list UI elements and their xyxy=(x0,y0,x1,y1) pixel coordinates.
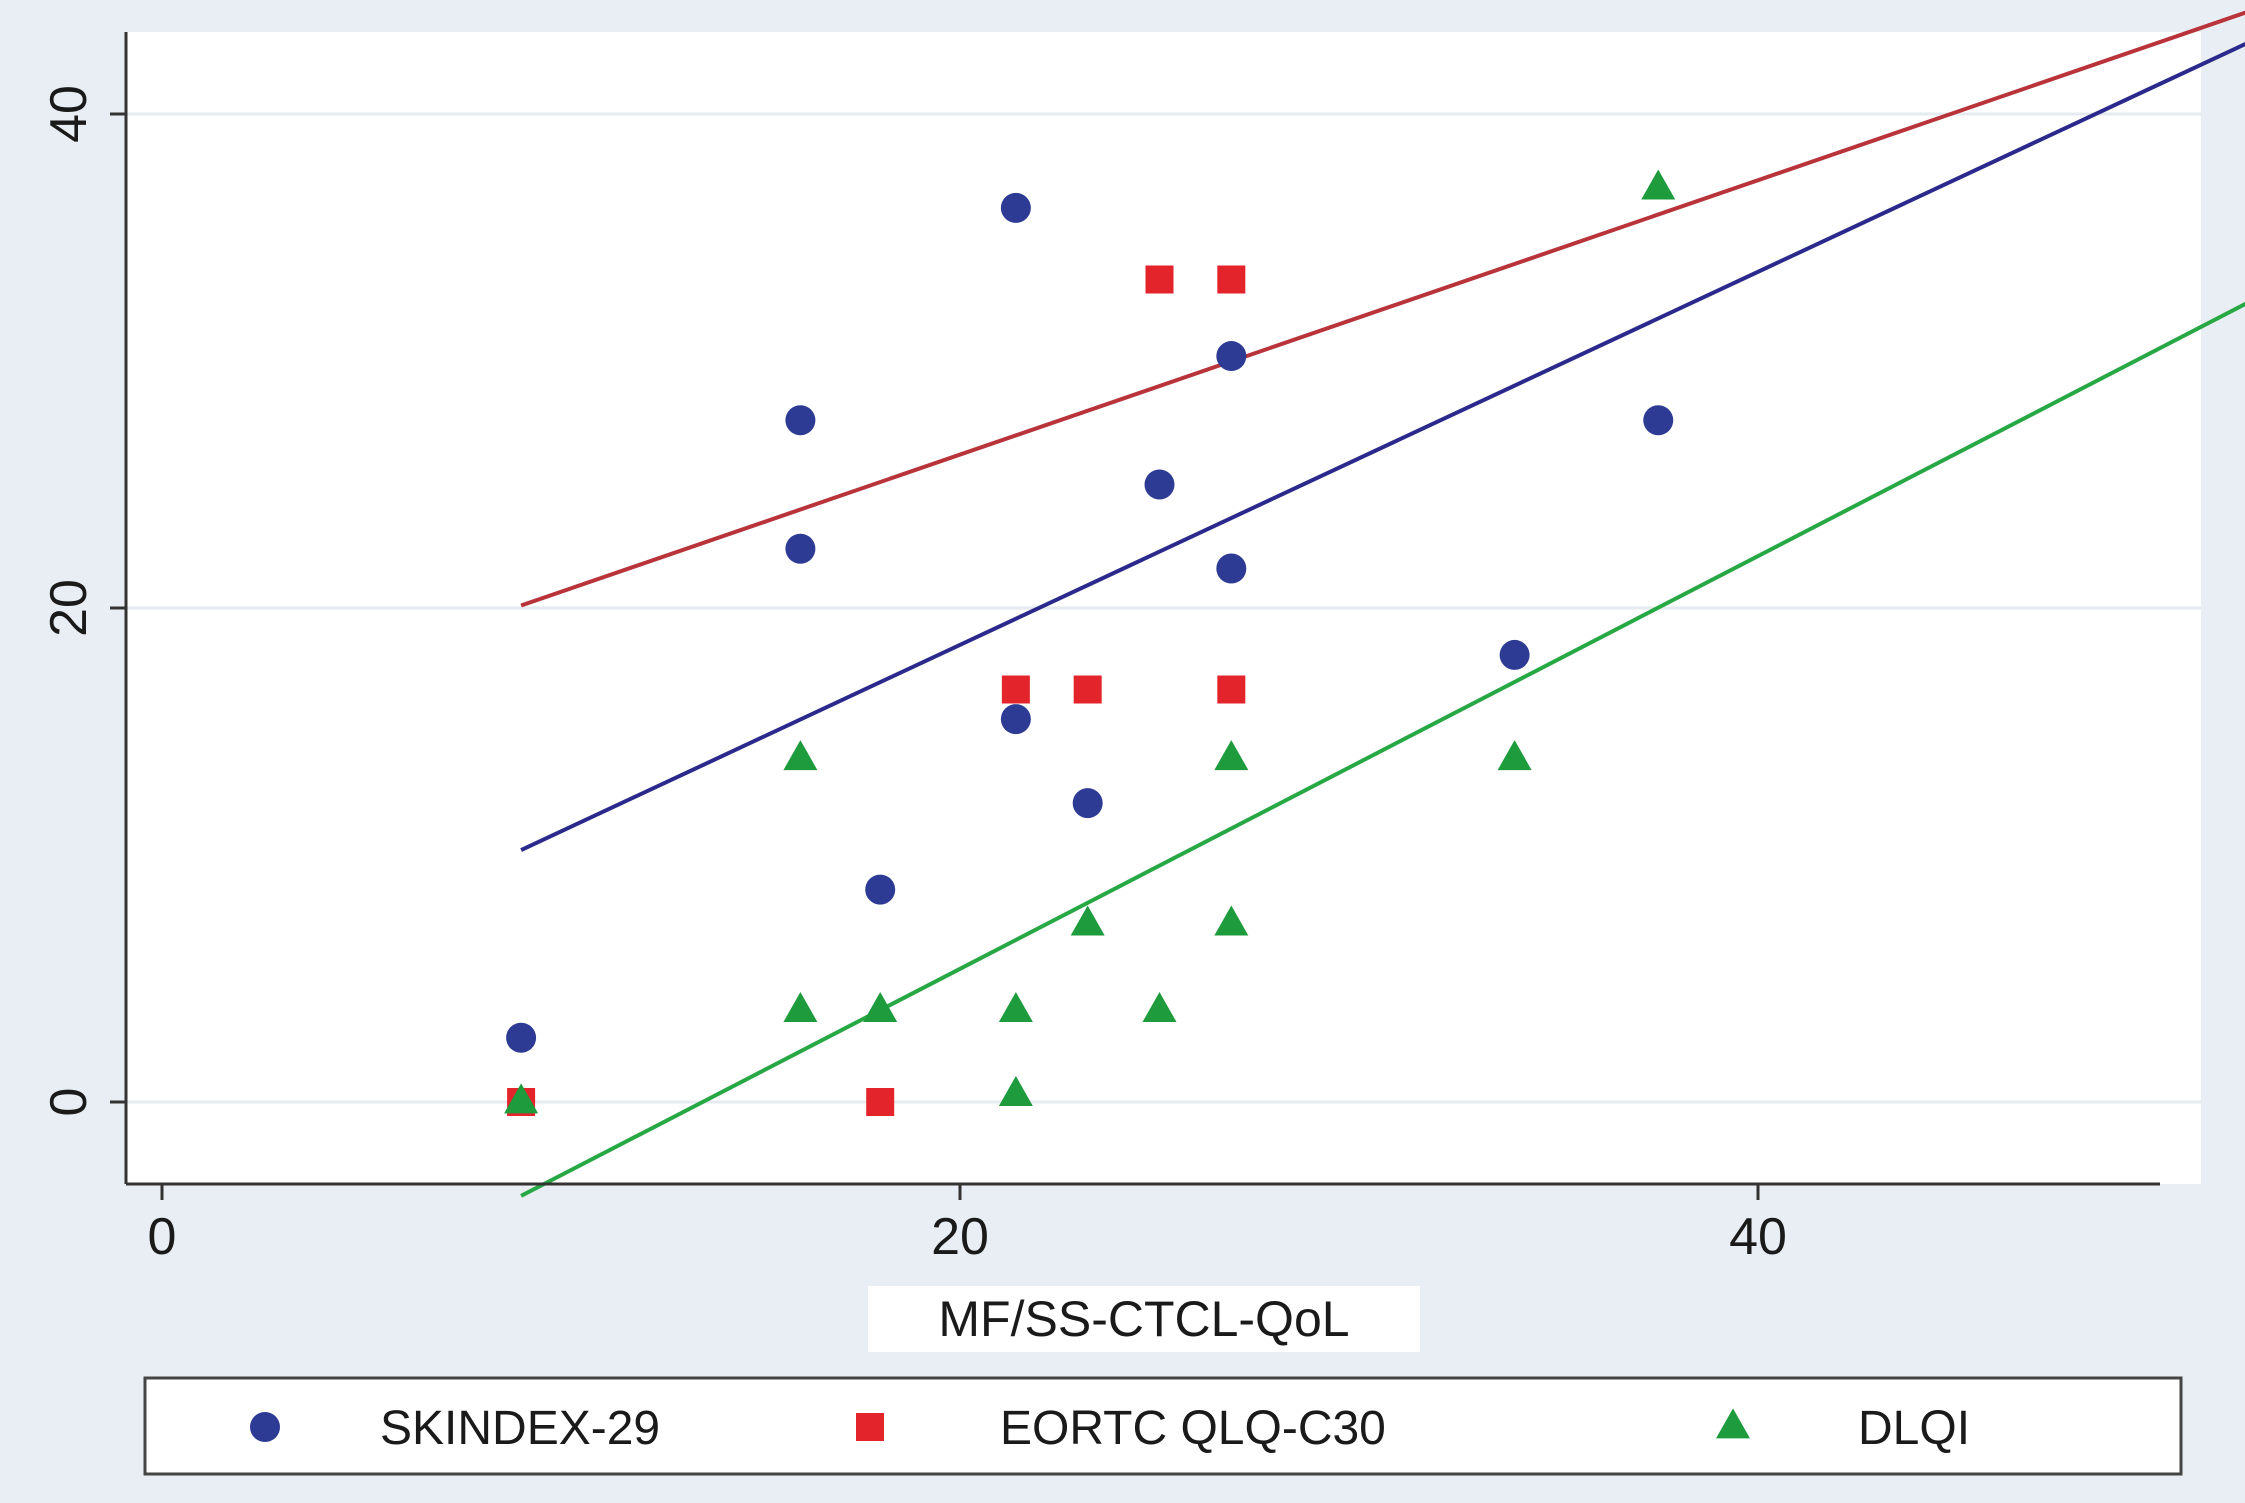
data-points xyxy=(504,169,1676,1116)
legend-box xyxy=(143,1376,2183,1476)
triangle-point xyxy=(1214,740,1249,771)
fit-line-circle xyxy=(520,41,2245,852)
triangle-point xyxy=(783,992,818,1023)
circle-point xyxy=(1000,704,1031,735)
triangle-point xyxy=(863,992,898,1023)
y-tick-label: 20 xyxy=(40,579,98,637)
x-axis-label: MF/SS-CTCL-QoL xyxy=(938,1291,1349,1347)
x-tick-label: 40 xyxy=(1729,1208,1787,1266)
square-point xyxy=(866,1088,895,1116)
triangle-point xyxy=(1214,905,1249,936)
circle-point xyxy=(1072,788,1103,819)
square-point xyxy=(1073,675,1102,704)
triangle-point xyxy=(1142,992,1177,1023)
legend-label: DLQI xyxy=(1858,1402,1970,1455)
legend: SKINDEX-29 EORTC QLQ-C30 DLQI xyxy=(143,1376,2183,1476)
circle-point xyxy=(1643,405,1674,436)
fit-line-square xyxy=(520,10,2245,608)
circle-point xyxy=(865,874,896,905)
circle-point xyxy=(785,405,816,436)
circle-point xyxy=(1144,469,1175,500)
circle-point xyxy=(1499,639,1530,670)
legend-label: SKINDEX-29 xyxy=(380,1402,660,1455)
circle-point xyxy=(1000,192,1031,223)
gridlines xyxy=(126,112,2201,1104)
triangle-point xyxy=(1497,740,1532,771)
legend-marker-square xyxy=(856,1413,884,1441)
square-point xyxy=(1001,675,1030,704)
circle-point xyxy=(785,533,816,564)
square-point xyxy=(1217,675,1246,704)
legend-label: EORTC QLQ-C30 xyxy=(1000,1402,1386,1455)
triangle-point xyxy=(504,1083,539,1114)
fit-line-triangle xyxy=(520,301,2245,1198)
triangle-point xyxy=(1070,905,1105,936)
x-axis-ticks: 020406080100 xyxy=(148,1184,1787,1266)
square-point xyxy=(1217,265,1246,294)
circle-point xyxy=(1216,341,1247,372)
fit-lines xyxy=(520,10,2245,1198)
x-axis-label-box xyxy=(868,1286,1420,1352)
y-axis-ticks: 020406080 xyxy=(40,85,126,1117)
legend-marker-circle xyxy=(250,1412,280,1442)
legend-marker-triangle xyxy=(1716,1408,1750,1439)
triangle-point xyxy=(998,992,1033,1023)
triangle-point xyxy=(1641,169,1676,200)
x-tick-label: 0 xyxy=(148,1208,177,1266)
y-tick-label: 40 xyxy=(40,85,98,143)
triangle-point xyxy=(998,1075,1033,1106)
square-point xyxy=(1145,265,1174,294)
x-tick-label: 20 xyxy=(931,1208,989,1266)
circle-point xyxy=(1216,553,1247,584)
circle-point xyxy=(506,1022,537,1053)
y-tick-label: 0 xyxy=(40,1088,98,1117)
triangle-point xyxy=(783,740,818,771)
